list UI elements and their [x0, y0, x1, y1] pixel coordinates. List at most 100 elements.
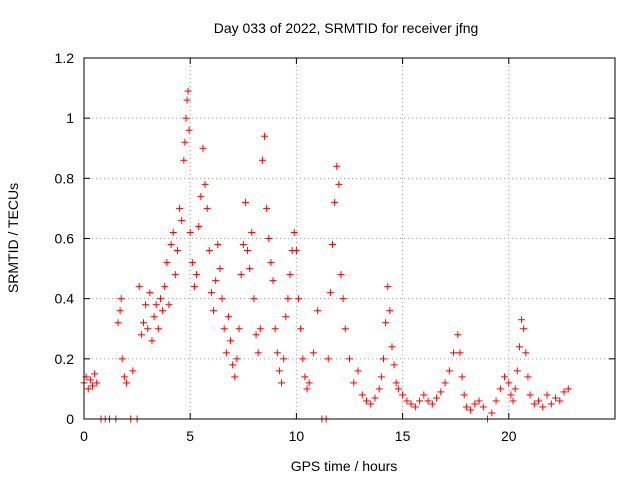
data-point [278, 379, 286, 387]
data-point [522, 349, 530, 357]
data-point [218, 295, 226, 303]
data-point [167, 241, 175, 249]
chart-title: Day 033 of 2022, SRMTID for receiver jfn… [214, 20, 479, 36]
data-point [275, 367, 283, 375]
data-point [488, 409, 496, 417]
data-point [501, 373, 509, 381]
data-point [420, 391, 428, 399]
data-point [496, 385, 504, 393]
data-point [244, 247, 252, 255]
data-point [184, 87, 192, 95]
data-point [201, 180, 209, 188]
data-point [205, 247, 213, 255]
data-point [326, 289, 334, 297]
data-point [156, 295, 164, 303]
data-point [535, 397, 543, 405]
data-point [129, 367, 137, 375]
data-point [88, 382, 96, 390]
data-point [467, 406, 475, 414]
data-point [411, 403, 419, 411]
data-point [382, 319, 390, 327]
data-point [199, 144, 207, 152]
data-point [515, 343, 523, 351]
data-point [186, 228, 194, 236]
plot-frame [83, 57, 616, 420]
data-point [309, 349, 317, 357]
data-point [479, 403, 487, 411]
data-point [392, 379, 400, 387]
y-tick-label: 0 [66, 411, 74, 427]
tick-layer: 0 5 10 15 20 0 0.2 0.4 0.6 0.8 1 1.2 [55, 50, 615, 444]
data-point [492, 397, 500, 405]
data-point [93, 379, 101, 387]
data-point [210, 307, 218, 315]
data-point [144, 325, 152, 333]
data-point [450, 349, 458, 357]
data-point [384, 283, 392, 291]
data-point [269, 277, 277, 285]
data-point [475, 397, 483, 405]
data-point [135, 283, 143, 291]
data-point [456, 349, 464, 357]
data-point [377, 373, 385, 381]
data-point [292, 247, 300, 255]
data-point [547, 400, 555, 408]
data-point [445, 367, 453, 375]
data-point [169, 228, 177, 236]
data-point [220, 325, 228, 333]
data-point [252, 331, 260, 339]
data-point [86, 376, 94, 384]
data-point [233, 355, 241, 363]
data-point [178, 216, 186, 224]
data-point [263, 204, 271, 212]
data-point [324, 355, 332, 363]
data-point [214, 241, 222, 249]
data-point [176, 204, 184, 212]
data-point [350, 379, 358, 387]
data-point [354, 367, 362, 375]
data-point [183, 96, 191, 104]
data-point [509, 397, 517, 405]
data-point [258, 156, 266, 164]
data-point [539, 403, 547, 411]
data-point [358, 391, 366, 399]
y-tick-label: 1.2 [55, 50, 75, 66]
data-point [150, 313, 158, 321]
data-point [399, 391, 407, 399]
data-point [513, 367, 521, 375]
data-point [454, 331, 462, 339]
data-point [329, 241, 337, 249]
data-point [248, 228, 256, 236]
data-point [182, 114, 190, 122]
data-point [120, 373, 128, 381]
data-point [290, 228, 298, 236]
data-point [273, 349, 281, 357]
data-point [416, 397, 424, 405]
data-point [118, 355, 126, 363]
data-point [471, 400, 479, 408]
data-point [333, 162, 341, 170]
data-point [91, 370, 99, 378]
data-point [241, 198, 249, 206]
data-point [346, 355, 353, 363]
data-point [114, 319, 122, 327]
data-point [154, 325, 162, 333]
data-point [437, 388, 445, 396]
data-point [224, 313, 232, 321]
y-tick-label: 0.6 [55, 231, 75, 247]
data-point [375, 385, 383, 393]
data-point [188, 259, 196, 267]
data-point [231, 373, 239, 381]
y-axis-label: SRMTID / TECUs [5, 183, 21, 293]
data-point [161, 283, 169, 291]
data-point [403, 397, 411, 405]
data-point [148, 337, 156, 345]
data-point [460, 391, 468, 399]
data-point [458, 373, 466, 381]
data-point [195, 222, 203, 230]
data-point [212, 277, 220, 285]
data-point [181, 138, 189, 146]
data-point [386, 307, 394, 315]
data-point [173, 247, 181, 255]
